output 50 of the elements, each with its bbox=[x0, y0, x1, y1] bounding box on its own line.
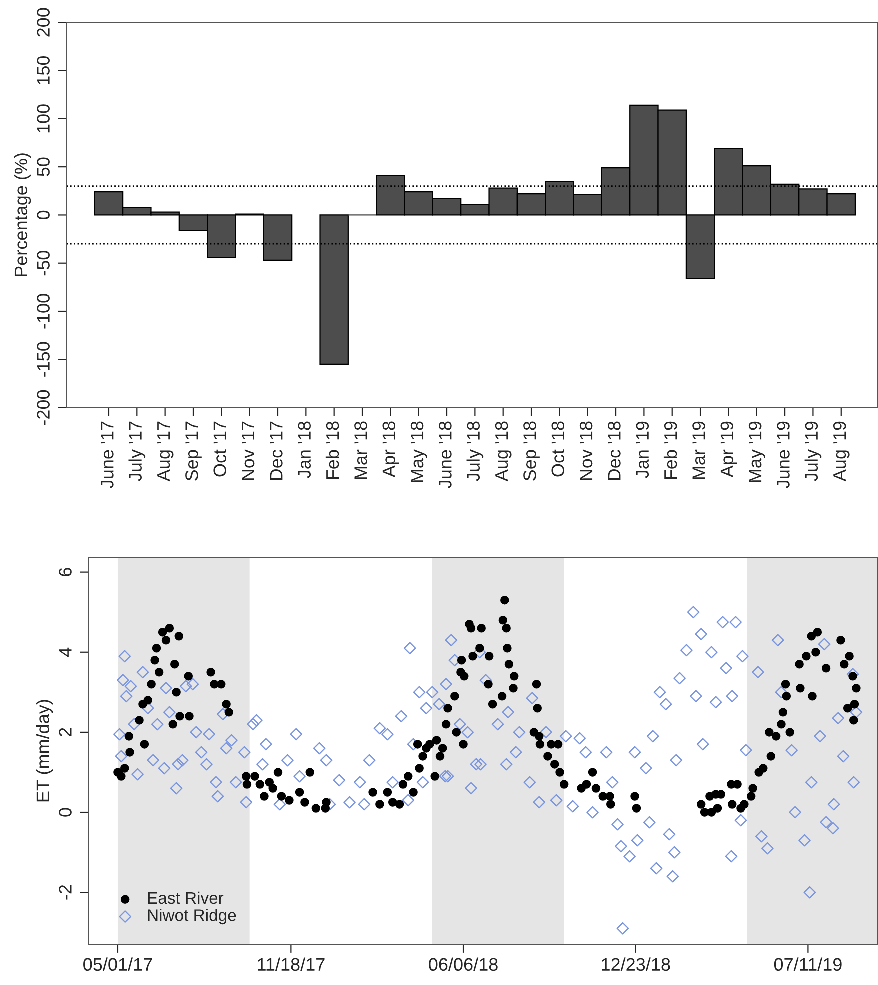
x-tick-label: Mar '19 bbox=[692, 422, 706, 480]
x-tick-label: May '18 bbox=[410, 422, 428, 482]
x-tick-label: Aug '17 bbox=[158, 422, 174, 482]
y-tick-label: 0 bbox=[37, 210, 50, 220]
y-axis-title: Percentage (%) bbox=[14, 154, 32, 276]
x-tick-label: Sep '18 bbox=[524, 422, 540, 481]
x-tick-label: Mar '18 bbox=[354, 422, 368, 480]
x-tick-label: Aug '19 bbox=[833, 422, 850, 482]
x-tick-label: Dec '18 bbox=[608, 422, 621, 480]
x-tick-label: 05/01/17 bbox=[84, 958, 152, 972]
y-tick-label: 2 bbox=[59, 728, 72, 737]
y-tick-label: -50 bbox=[37, 251, 50, 276]
y-tick-label: 6 bbox=[59, 568, 72, 576]
y-tick-label: -2 bbox=[59, 885, 72, 900]
y-tick-label: 200 bbox=[37, 8, 50, 37]
x-tick-label: June '17 bbox=[101, 422, 114, 488]
x-tick-label: Feb '19 bbox=[664, 422, 678, 480]
x-tick-label: 06/06/18 bbox=[429, 958, 498, 972]
x-tick-label: 07/11/19 bbox=[774, 958, 842, 972]
x-tick-label: Apr '19 bbox=[720, 422, 738, 478]
y-tick-label: 4 bbox=[59, 648, 72, 657]
y-tick-label: 0 bbox=[59, 808, 72, 817]
x-tick-label: Jan '18 bbox=[298, 422, 312, 478]
x-tick-label: Feb '18 bbox=[326, 422, 340, 480]
y-tick-label: -100 bbox=[37, 294, 50, 329]
x-tick-label: Oct '17 bbox=[214, 422, 227, 477]
x-tick-label: Aug '18 bbox=[495, 422, 512, 482]
x-tick-label: July '17 bbox=[128, 422, 146, 482]
y-tick-label: 150 bbox=[37, 56, 50, 84]
y-tick-label: 100 bbox=[37, 104, 50, 133]
legend-label: Niwot Ridge bbox=[148, 909, 236, 925]
x-tick-label: July '18 bbox=[466, 422, 484, 482]
legend-label: East River bbox=[148, 892, 224, 904]
y-tick-label: -150 bbox=[37, 342, 50, 377]
x-tick-label: 12/23/18 bbox=[602, 958, 670, 972]
y-tick-label: -200 bbox=[37, 390, 50, 426]
x-tick-label: Sep '17 bbox=[186, 422, 202, 481]
y-tick-label: 50 bbox=[37, 158, 50, 176]
x-tick-label: Nov '17 bbox=[242, 422, 255, 480]
x-tick-label: Apr '18 bbox=[382, 422, 400, 478]
x-tick-label: June '18 bbox=[439, 422, 452, 488]
x-tick-label: July '19 bbox=[804, 422, 822, 482]
x-tick-label: Dec '17 bbox=[270, 422, 283, 480]
x-tick-label: Jan '19 bbox=[636, 422, 650, 478]
x-tick-label: Nov '18 bbox=[580, 422, 593, 480]
x-tick-label: Oct '18 bbox=[552, 422, 565, 477]
y-axis-title: ET (mm/day) bbox=[36, 700, 54, 802]
x-tick-label: 11/18/17 bbox=[258, 958, 325, 972]
x-tick-label: June '19 bbox=[777, 422, 790, 488]
x-tick-label: May '19 bbox=[748, 422, 766, 482]
